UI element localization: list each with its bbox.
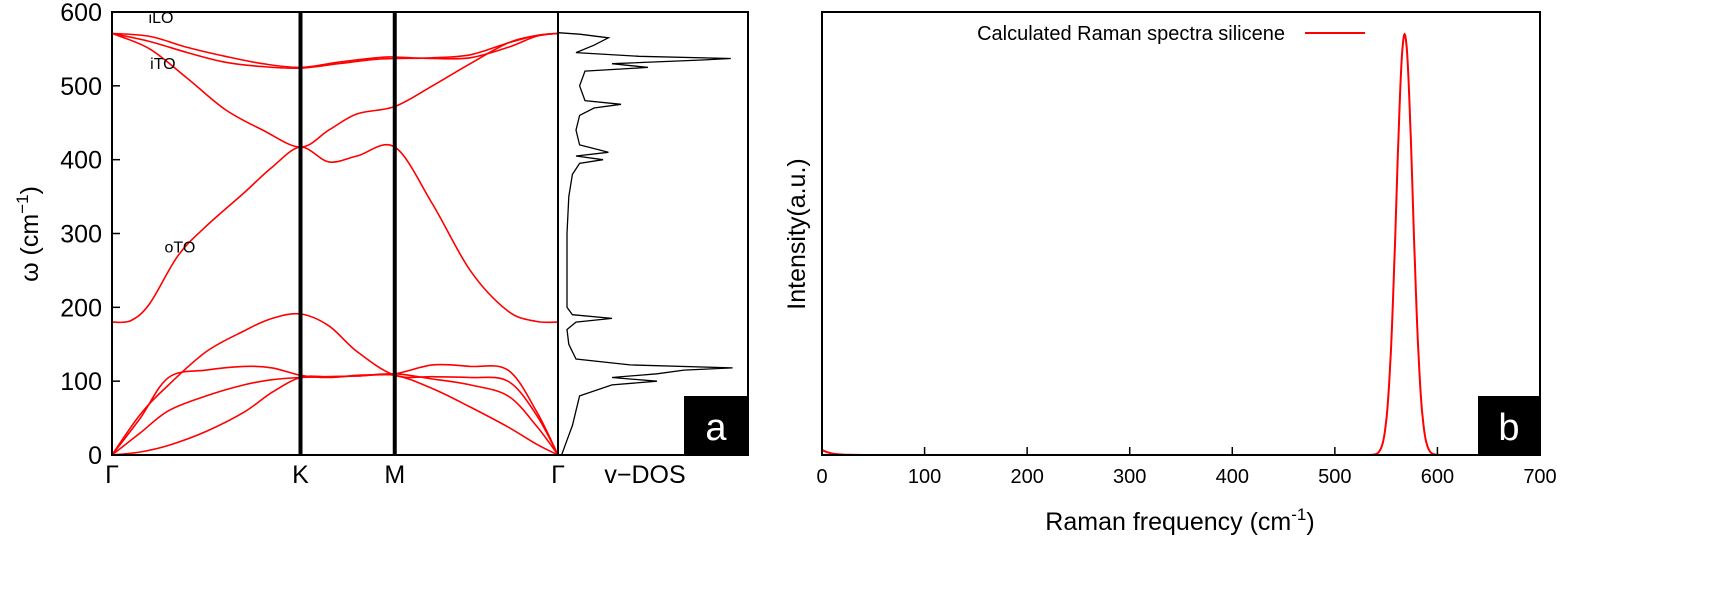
panel-a-tag-box	[684, 396, 748, 455]
branch-annotation: iLO	[149, 10, 174, 27]
a-ytick-label: 200	[60, 294, 102, 322]
panel-a-y-axis-label: ω (cm−1)	[13, 186, 44, 282]
panel-a-annotations: iLO iTO oTO	[149, 10, 196, 257]
b-xtick-label: 100	[908, 466, 941, 488]
panel-b-plot-frame	[821, 11, 1541, 456]
phonon-branch-1	[111, 373, 559, 456]
b-xtick-label: 400	[1216, 466, 1249, 488]
panel-a-yticks: 0 100 200 300 400 500 600	[60, 0, 120, 470]
phonon-branch-3	[111, 363, 559, 456]
a-path-label: M	[384, 461, 405, 489]
b-xtick-label: 600	[1421, 466, 1454, 488]
a-path-label: K	[292, 461, 309, 489]
panel-a-y-axis-label-sup: −1	[13, 194, 32, 213]
phonon-branch-8	[111, 32, 559, 69]
a-ytick-label: 600	[60, 0, 102, 27]
phonon-branch-4	[111, 312, 559, 456]
dos-curve	[557, 32, 733, 456]
phonon-branch-5	[111, 143, 559, 324]
a-ytick-label: 400	[60, 147, 102, 175]
panel-b-y-axis-label: Intensity(a.u.)	[783, 158, 811, 309]
b-xtick-label: 700	[1523, 466, 1556, 488]
panel-a-plot-frame	[111, 11, 559, 456]
panel-a-sym-lines	[298, 12, 397, 455]
b-xtick-label: 300	[1113, 466, 1146, 488]
panel-b-x-axis-label-sup: -1	[1291, 505, 1306, 524]
panel-a-dos-frame	[557, 11, 749, 456]
panel-b: 0 100 200 300 400 500 600 700 Raman frequency (…	[783, 11, 1557, 536]
a-ytick-label: 300	[60, 221, 102, 249]
a-path-label: Γ	[105, 461, 119, 489]
a-ytick-label: 500	[60, 73, 102, 101]
panel-a-dos-label: v−DOS	[604, 461, 685, 489]
raman-spectrum-line	[821, 32, 1540, 456]
branch-annotation: iTO	[150, 56, 175, 73]
panel-b-xticks: 0 100 200 300 400 500 600 700	[816, 447, 1557, 488]
panel-a-series	[111, 32, 559, 456]
phonon-branch-7	[111, 32, 559, 70]
b-xtick-label: 200	[1010, 466, 1043, 488]
panel-b-tag: b	[1498, 407, 1519, 449]
panel-a-tag: a	[705, 407, 727, 449]
panel-a-y-axis-label-base: ω (cm	[16, 214, 44, 282]
branch-annotation: oTO	[164, 240, 195, 257]
panel-b-tag-box	[1478, 396, 1540, 455]
panel-a: 0 100 200 300 400 500 600 Γ K M Γ iLO iTO oTO v−DOS…	[13, 0, 749, 489]
panel-b-legend-label: Calculated Raman spectra silicene	[977, 23, 1285, 45]
panel-b-x-axis-label-close: )	[1306, 508, 1314, 536]
a-path-label: Γ	[551, 461, 565, 489]
panel-b-x-axis-label-base: Raman frequency (cm	[1045, 508, 1291, 536]
panel-a-dos	[557, 32, 733, 456]
b-xtick-label: 0	[816, 466, 827, 488]
panel-b-legend: Calculated Raman spectra silicene	[977, 23, 1365, 45]
panel-b-series	[821, 32, 1540, 456]
b-xtick-label: 500	[1318, 466, 1351, 488]
panel-a-y-axis-label-close: )	[16, 186, 44, 194]
panel-b-x-axis-label: Raman frequency (cm-1)	[1045, 505, 1314, 536]
a-ytick-label: 100	[60, 368, 102, 396]
a-ytick-label: 0	[88, 442, 102, 470]
